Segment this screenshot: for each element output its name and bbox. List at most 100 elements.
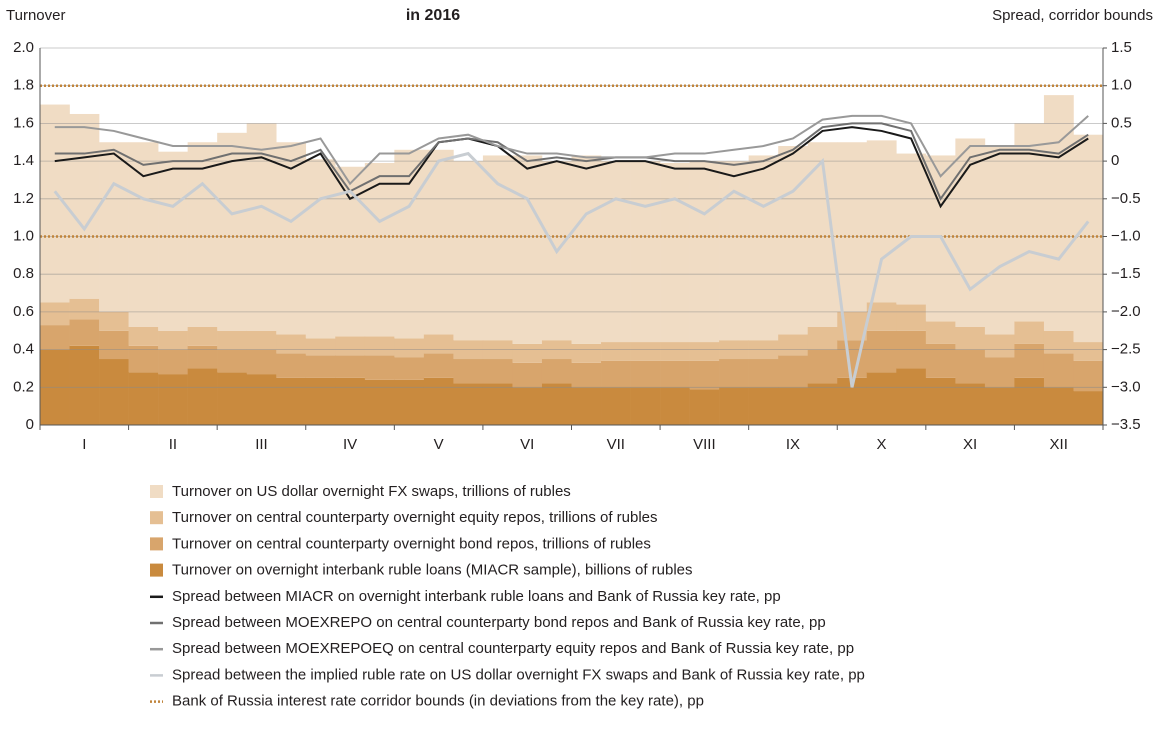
y2-tick-label: 0.5 (1111, 114, 1132, 131)
bar (955, 383, 986, 425)
bar (187, 368, 218, 425)
y-tick-label: 1.4 (13, 152, 34, 169)
bar (1014, 123, 1045, 322)
bar (925, 343, 956, 378)
bar (512, 155, 543, 344)
bar (1073, 360, 1104, 392)
bar (630, 360, 661, 388)
y2-tick-label: 1.0 (1111, 77, 1132, 94)
bar (660, 360, 690, 388)
legend-label: Spread between MOEXREPOEQ on central cou… (172, 640, 854, 657)
bar (423, 353, 454, 378)
bar (364, 336, 395, 356)
x-tick-label: II (169, 436, 177, 453)
line-series (54, 114, 1089, 186)
bar (128, 326, 159, 346)
x-tick-label: X (877, 436, 887, 453)
bar (660, 387, 690, 425)
bar (453, 383, 484, 425)
bar (984, 146, 1015, 335)
x-tick-label: VIII (693, 436, 716, 453)
bar (276, 142, 307, 335)
bar (335, 355, 366, 378)
bar (217, 330, 247, 350)
bar (630, 387, 661, 425)
bar (394, 379, 425, 425)
bar (217, 372, 247, 425)
bar (276, 334, 307, 354)
x-tick-label: XII (1050, 436, 1068, 453)
bar (807, 383, 838, 425)
line-series (54, 126, 1089, 209)
bar (778, 387, 809, 425)
bar (689, 342, 720, 361)
y2-tick-label: −0.5 (1111, 190, 1141, 207)
x-tick-label: V (434, 436, 444, 453)
bar (40, 302, 70, 326)
bar (423, 377, 454, 425)
bar (394, 149, 425, 339)
y2-axis-label: Spread, corridor bounds (992, 7, 1153, 24)
bar (217, 132, 247, 331)
legend-label: Turnover on central counterparty overnig… (172, 535, 651, 552)
bar (276, 353, 307, 378)
bar (748, 359, 779, 388)
bar (807, 326, 838, 350)
bar (778, 146, 809, 335)
bar (955, 138, 986, 327)
y2-tick-label: −3.5 (1111, 416, 1141, 433)
bar (1043, 95, 1074, 331)
bar (305, 338, 336, 356)
bar (512, 343, 543, 363)
y-tick-label: 1.8 (13, 77, 34, 94)
bar (925, 377, 956, 425)
bar (571, 343, 602, 363)
legend-swatch (150, 511, 163, 525)
bar (128, 345, 159, 373)
bar (571, 387, 602, 425)
bar (660, 342, 690, 361)
line-series (54, 122, 1089, 201)
bar (1073, 391, 1104, 425)
bar (541, 359, 572, 384)
x-tick-label: VI (520, 436, 534, 453)
bar (1014, 343, 1045, 378)
bar (512, 387, 543, 425)
bar (748, 155, 779, 341)
y-tick-label: 2.0 (13, 39, 34, 56)
bar (1014, 377, 1045, 425)
bar (601, 360, 631, 388)
y-tick-label: 0.8 (13, 265, 34, 282)
bar (1043, 353, 1074, 388)
bar (158, 330, 188, 350)
bar (896, 368, 927, 425)
x-tick-label: III (255, 436, 268, 453)
x-tick-label: I (82, 436, 86, 453)
bar (541, 383, 572, 425)
bar (364, 162, 395, 337)
bar (719, 359, 749, 388)
bar (955, 326, 986, 350)
bar (158, 151, 188, 331)
bar (187, 326, 218, 346)
y2-tick-label: −2.0 (1111, 303, 1141, 320)
bar (453, 359, 484, 384)
y-axis-label: Turnover (6, 7, 65, 24)
bar (719, 387, 749, 425)
legend-label: Bank of Russia interest rate corridor bo… (172, 693, 704, 710)
x-tick-label: VII (607, 436, 625, 453)
legend-swatch (150, 485, 163, 498)
bar (99, 359, 129, 425)
y2-tick-label: −1.5 (1111, 265, 1141, 282)
bar (453, 161, 484, 341)
legend-swatch (150, 537, 163, 551)
bar (276, 377, 307, 425)
bar (866, 140, 897, 303)
bar (689, 360, 720, 390)
x-tick-label: IV (343, 436, 357, 453)
bar (69, 298, 100, 320)
bar (305, 159, 336, 339)
bar (1043, 387, 1074, 425)
bar (305, 355, 336, 378)
y2-tick-label: −2.5 (1111, 341, 1141, 358)
